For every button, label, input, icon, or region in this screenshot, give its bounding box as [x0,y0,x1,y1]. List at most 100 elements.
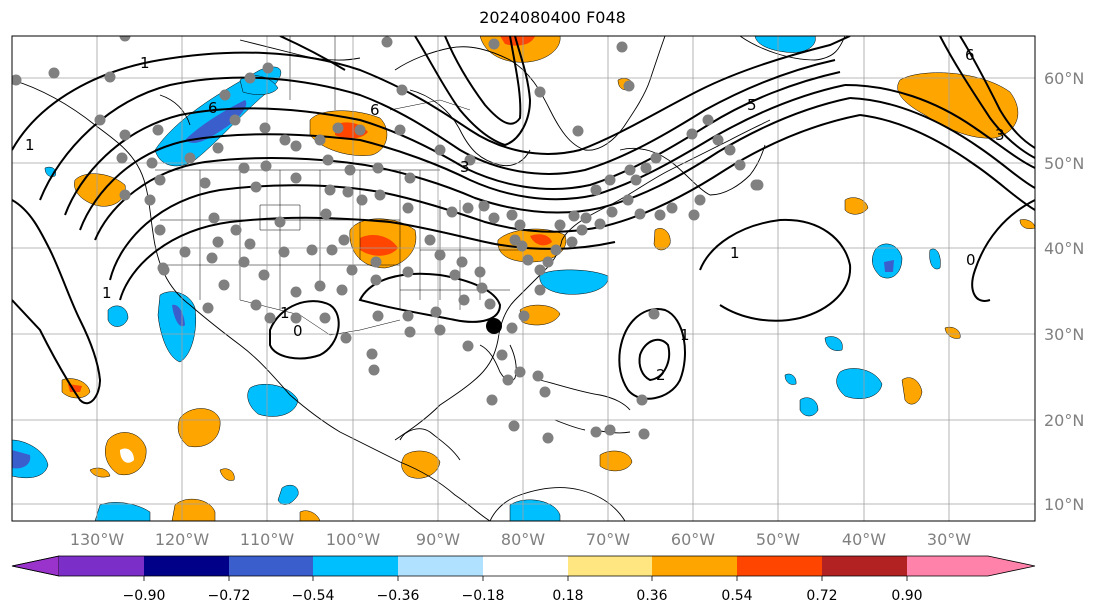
station-marker [199,177,211,189]
station-marker [238,256,250,268]
station-marker [506,322,518,334]
station-marker [712,134,724,146]
station-marker [219,89,231,101]
station-marker [434,249,446,261]
station-marker [568,210,580,222]
station-marker [394,124,406,136]
station-marker [230,224,242,236]
station-marker [152,124,164,136]
colorbar-tick-label: 0.72 [806,588,837,604]
station-marker [104,71,116,83]
station-marker [478,200,490,212]
station-marker [506,209,518,221]
contour-label: 1 [730,244,740,262]
station-marker [206,252,218,264]
station-marker [324,184,336,196]
station-marker [534,86,546,98]
station-marker [372,162,384,174]
lon-label: 70°W [586,530,630,549]
station-marker [488,38,500,50]
station-marker [402,202,414,214]
station-marker [314,134,326,146]
station-marker [514,219,526,231]
station-marker [446,206,458,218]
station-marker [94,114,106,126]
colorbar-bin [737,556,822,576]
station-marker [290,172,302,184]
colorbar-bin [568,556,652,576]
station-marker [518,310,530,322]
station-marker [522,254,534,266]
station-marker [636,394,648,406]
station-marker [590,426,602,438]
station-marker [202,302,214,314]
colorbar-bin [483,556,568,576]
lat-label: 10°N [1044,495,1084,514]
contour-label: 3 [460,158,470,176]
station-marker [344,164,356,176]
station-marker [638,428,650,440]
station-marker [402,310,414,322]
colorbar-tick-label: −0.72 [208,588,251,604]
station-marker [144,194,156,206]
station-marker [654,209,666,221]
station-marker [250,299,262,311]
station-marker [404,326,416,338]
station-marker [116,152,128,164]
station-marker [604,424,616,436]
station-marker [702,114,714,126]
station-marker [496,349,508,361]
station-marker [244,72,256,84]
station-marker [476,282,488,294]
contour-label: 1 [102,284,112,302]
station-marker [332,122,344,134]
station-marker [650,152,662,164]
colorbar-tick-label: 0.54 [721,588,752,604]
station-marker [458,294,470,306]
station-marker [486,394,498,406]
station-marker [634,208,646,220]
station-marker [119,189,131,201]
station-marker [534,284,546,296]
lon-label: 90°W [416,530,460,549]
station-marker [306,244,318,256]
station-marker [694,194,706,206]
contour-label: 6 [208,99,218,117]
colorbar-bin [229,556,313,576]
station-marker [259,122,271,134]
station-marker [338,234,350,246]
station-marker [262,62,274,74]
colorbar: −0.90 −0.72 −0.54 −0.36 −0.18 0.18 0.36 … [11,555,1036,604]
station-marker [279,134,291,146]
station-marker [449,269,461,281]
lon-label: 30°W [927,530,971,549]
lat-label: 30°N [1044,325,1084,344]
lon-label: 40°W [842,530,886,549]
station-marker [290,312,302,324]
station-marker [462,340,474,352]
colorbar-bin [398,556,483,576]
station-marker [434,324,446,336]
lat-label: 20°N [1044,411,1084,430]
station-marker [258,269,270,281]
lat-label: 50°N [1044,154,1084,173]
anomaly-shading [12,36,1035,521]
station-marker [374,189,386,201]
station-marker [554,219,566,231]
hurricane-marker [486,318,502,334]
station-marker [319,312,331,324]
station-marker [734,159,746,171]
station-marker [616,41,628,53]
station-marker [640,162,652,174]
station-marker [606,206,618,218]
station-marker [229,114,241,126]
station-marker [12,74,22,86]
contour-label: 0 [293,322,303,340]
station-marker [566,236,578,248]
lon-label: 120°W [155,530,210,549]
contour-label: 1 [140,54,150,72]
station-marker [539,386,551,398]
coastlines [12,36,846,521]
colorbar-tick-label: 0.36 [636,588,667,604]
